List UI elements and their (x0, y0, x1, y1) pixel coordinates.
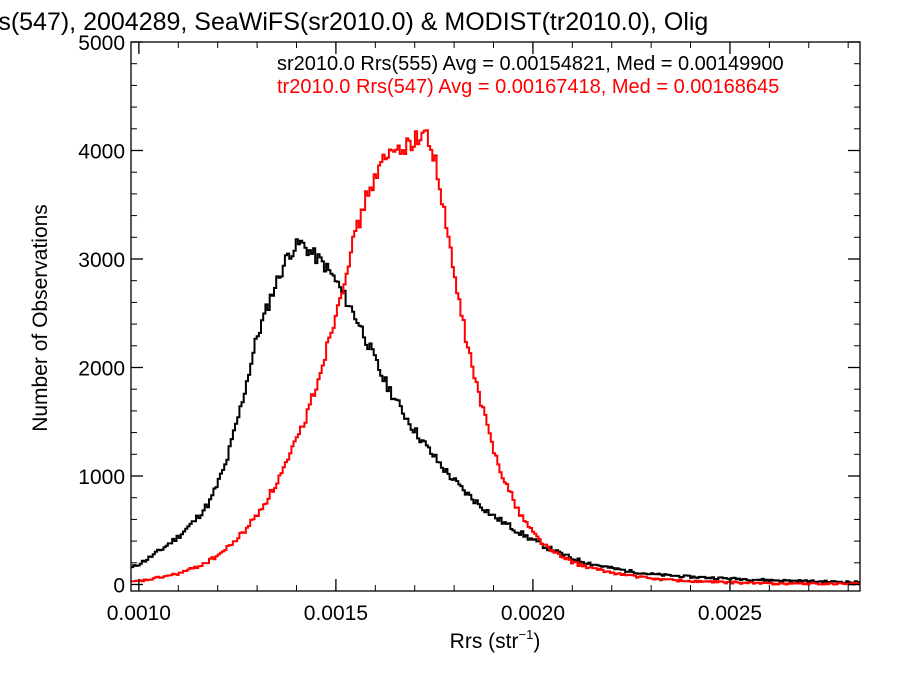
chart-title: rs(547), 2004289, SeaWiFS(sr2010.0) & MO… (0, 8, 708, 36)
y-tick-label-2: 2000 (78, 357, 125, 380)
annotations: sr2010.0 Rrs(555) Avg = 0.00154821, Med … (277, 53, 784, 98)
y-axis-label: Number of Observations (29, 204, 52, 432)
x-axis-label: Rrs (str−1) (450, 627, 541, 653)
x-tick-label-3: 0.0025 (698, 602, 762, 625)
x-tick-label-1: 0.0015 (304, 602, 368, 625)
y-tick-label-1: 1000 (78, 466, 125, 489)
plot-frame (130, 41, 861, 592)
y-tick-label-3: 3000 (78, 249, 125, 272)
series-line-0 (131, 238, 861, 585)
y-tick-label-4: 4000 (78, 140, 125, 163)
annotation-1: tr2010.0 Rrs(547) Avg = 0.00167418, Med … (277, 76, 779, 98)
series-group (131, 129, 861, 586)
x-tick-label-2: 0.0020 (501, 602, 565, 625)
axes: 0.0010 0.0015 0.0020 0.0025 0 1000 2000 3000 400… (78, 32, 861, 625)
series-line-1 (131, 129, 861, 586)
annotation-0: sr2010.0 Rrs(555) Avg = 0.00154821, Med … (277, 53, 784, 75)
x-tick-label-0: 0.0010 (107, 602, 171, 625)
y-tick-label-0: 0 (113, 574, 125, 597)
x-axis-label-close: ) (533, 630, 540, 653)
y-tick-label-5: 5000 (78, 32, 125, 55)
x-axis-label-superscript: −1 (519, 627, 534, 642)
x-axis-label-main: Rrs (str (450, 630, 519, 653)
